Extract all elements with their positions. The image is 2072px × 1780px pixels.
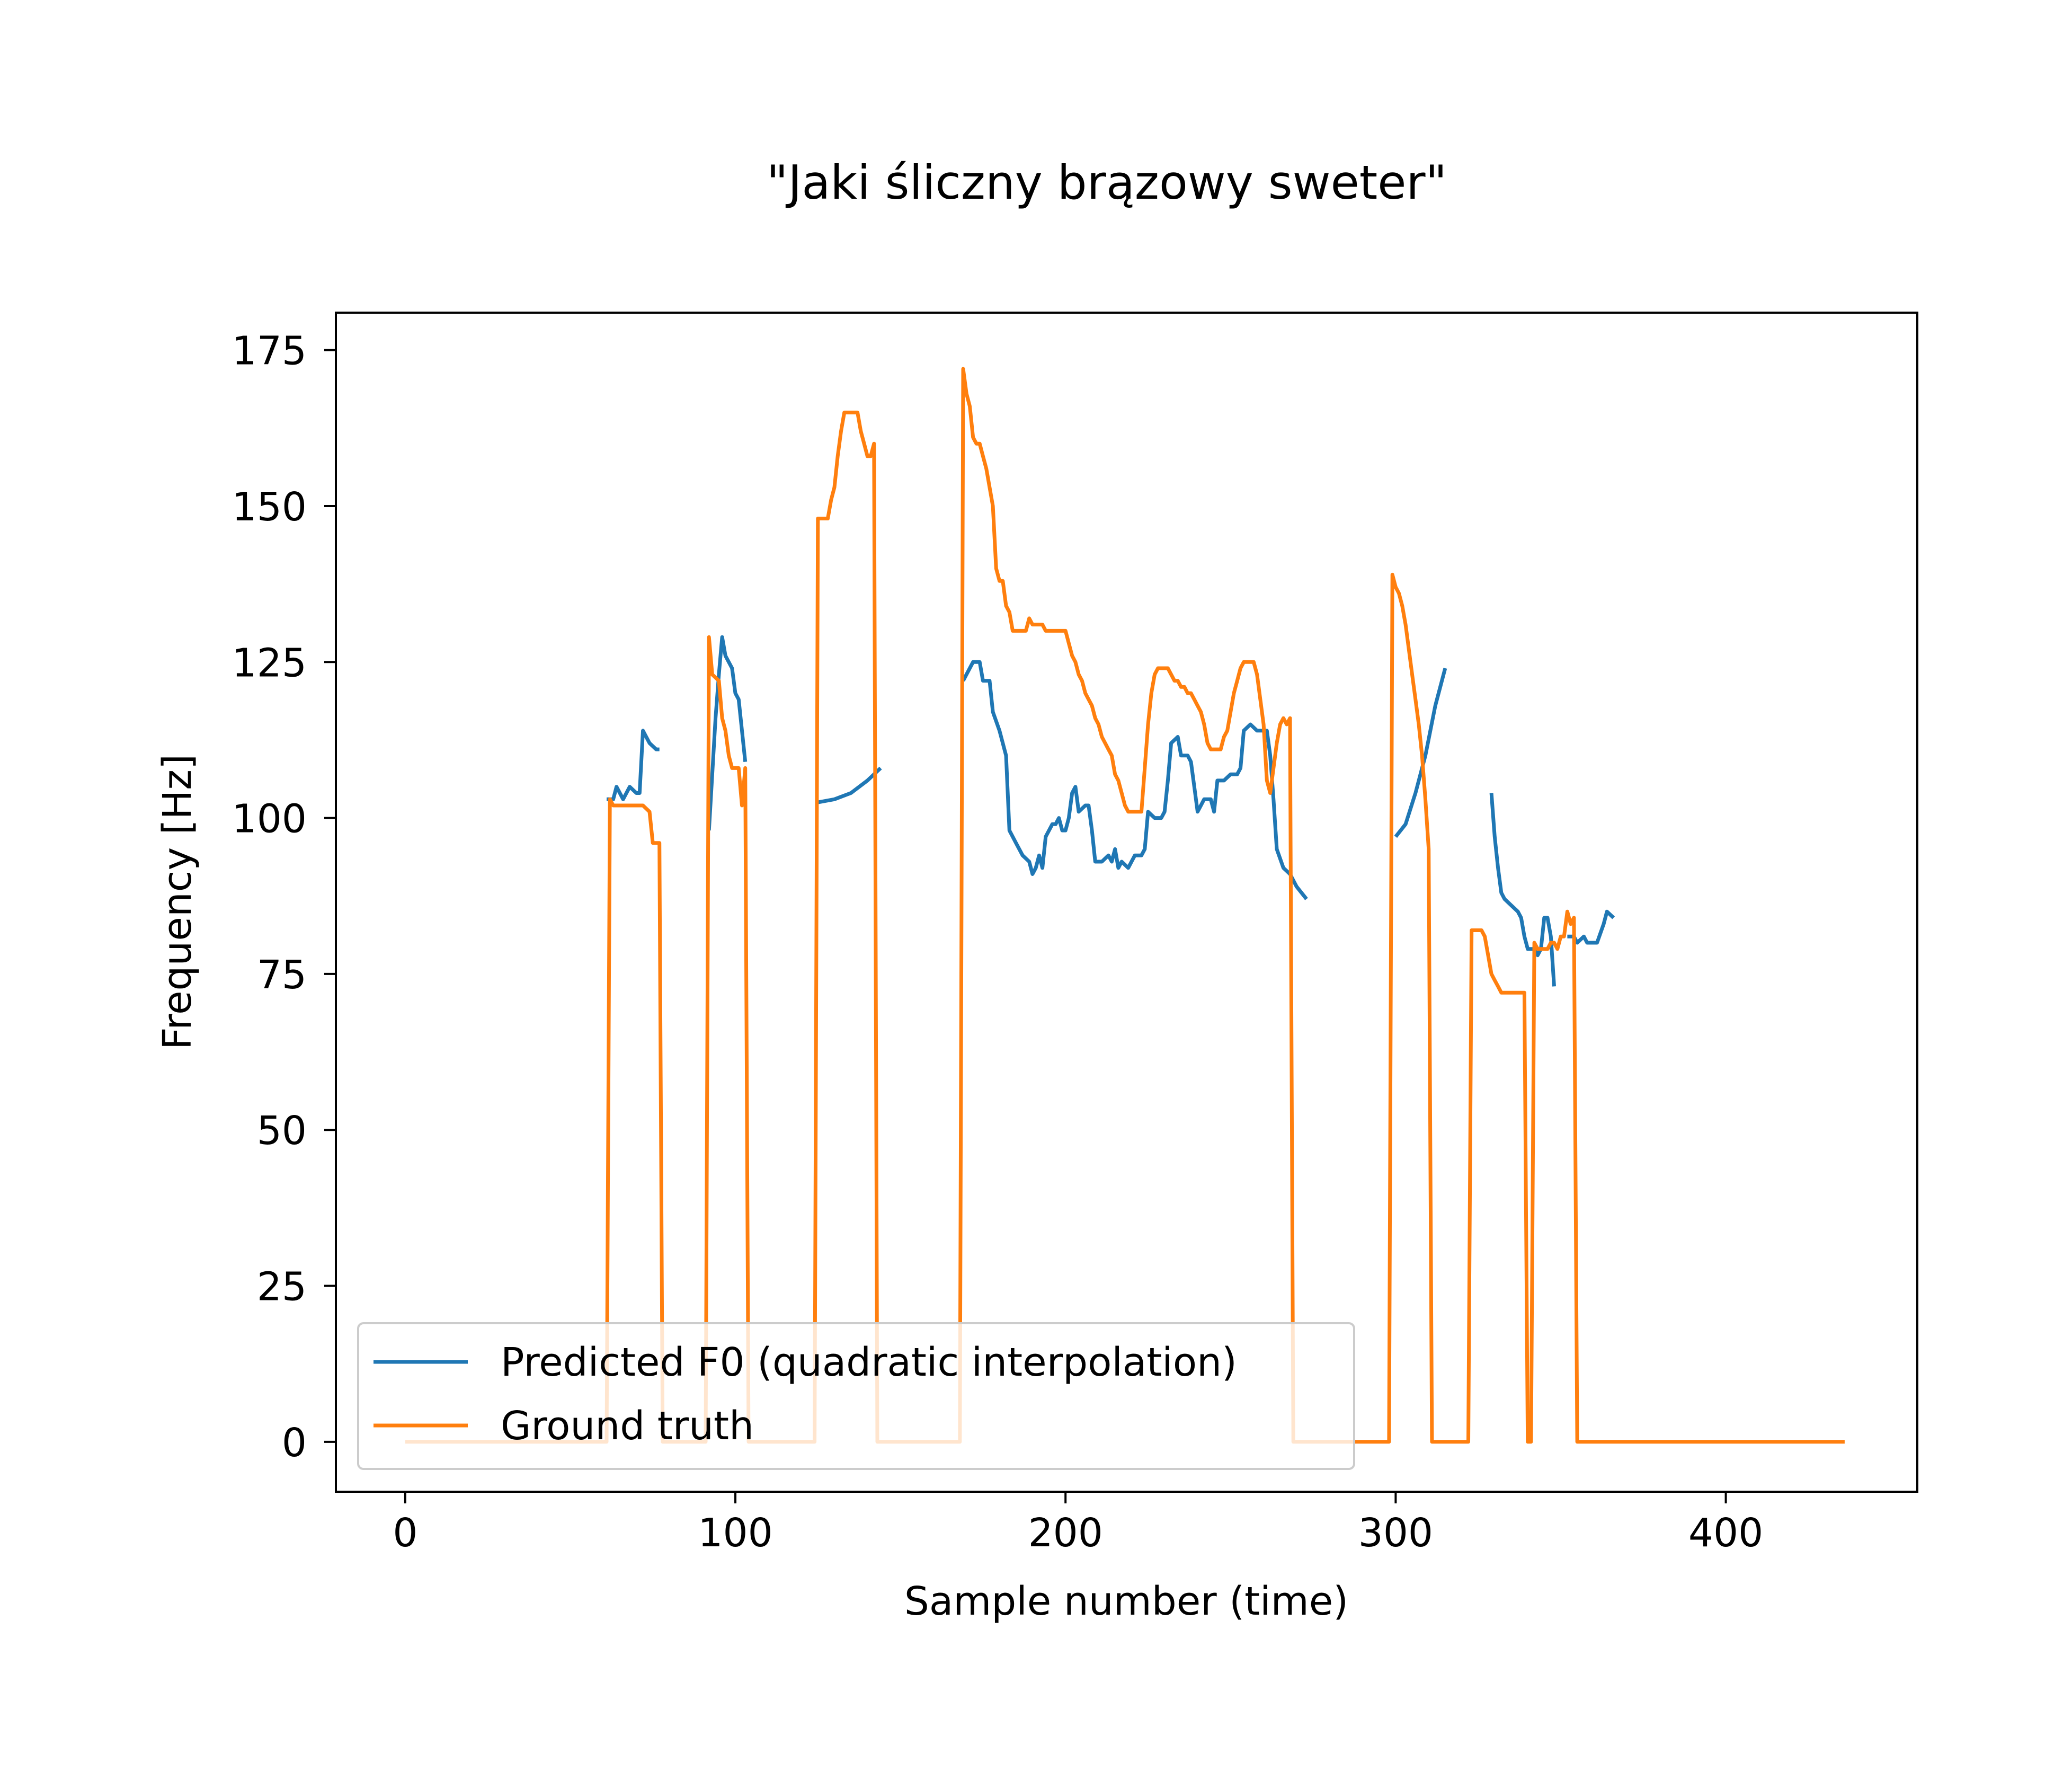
y-axis-ticks: 0 25 50 75 100 125 150 175 bbox=[232, 329, 336, 1466]
y-tick-label: 25 bbox=[257, 1264, 307, 1310]
y-tick-label: 150 bbox=[232, 484, 307, 530]
predicted-f0-line bbox=[817, 766, 882, 804]
legend-label-ground-truth: Ground truth bbox=[501, 1403, 754, 1449]
x-tick-label: 400 bbox=[1688, 1510, 1763, 1556]
predicted-f0-line bbox=[607, 729, 660, 801]
predicted-f0-line bbox=[1394, 668, 1447, 838]
legend-box bbox=[357, 1322, 1355, 1470]
predicted-f0-line bbox=[961, 660, 1308, 900]
x-tick-label: 100 bbox=[698, 1510, 772, 1556]
y-tick-label: 0 bbox=[282, 1420, 307, 1466]
legend-label-predicted: Predicted F0 (quadratic interpolation) bbox=[501, 1340, 1237, 1385]
plot-frame bbox=[335, 312, 1918, 1493]
y-tick-label: 75 bbox=[257, 952, 307, 998]
y-tick-label: 50 bbox=[257, 1108, 307, 1154]
x-tick-label: 0 bbox=[393, 1510, 417, 1556]
x-tick-label: 200 bbox=[1028, 1510, 1103, 1556]
chart-title: "Jaki śliczny brązowy sweter" bbox=[767, 155, 1447, 210]
y-tick-label: 175 bbox=[232, 329, 307, 374]
y-axis-label: Frequency [Hz] bbox=[155, 754, 200, 1050]
x-axis-label: Sample number (time) bbox=[904, 1579, 1348, 1624]
legend: Predicted F0 (quadratic interpolation) G… bbox=[357, 1322, 1355, 1470]
ground-truth-line bbox=[405, 367, 1845, 1444]
predicted-f0-line bbox=[1489, 793, 1556, 987]
series-layer bbox=[405, 367, 1845, 1444]
x-tick-label: 300 bbox=[1358, 1510, 1433, 1556]
predicted-f0-line bbox=[707, 635, 748, 831]
y-tick-label: 125 bbox=[232, 640, 307, 686]
x-axis-ticks: 0 100 200 300 400 bbox=[393, 1492, 1763, 1556]
y-tick-label: 100 bbox=[232, 796, 307, 842]
